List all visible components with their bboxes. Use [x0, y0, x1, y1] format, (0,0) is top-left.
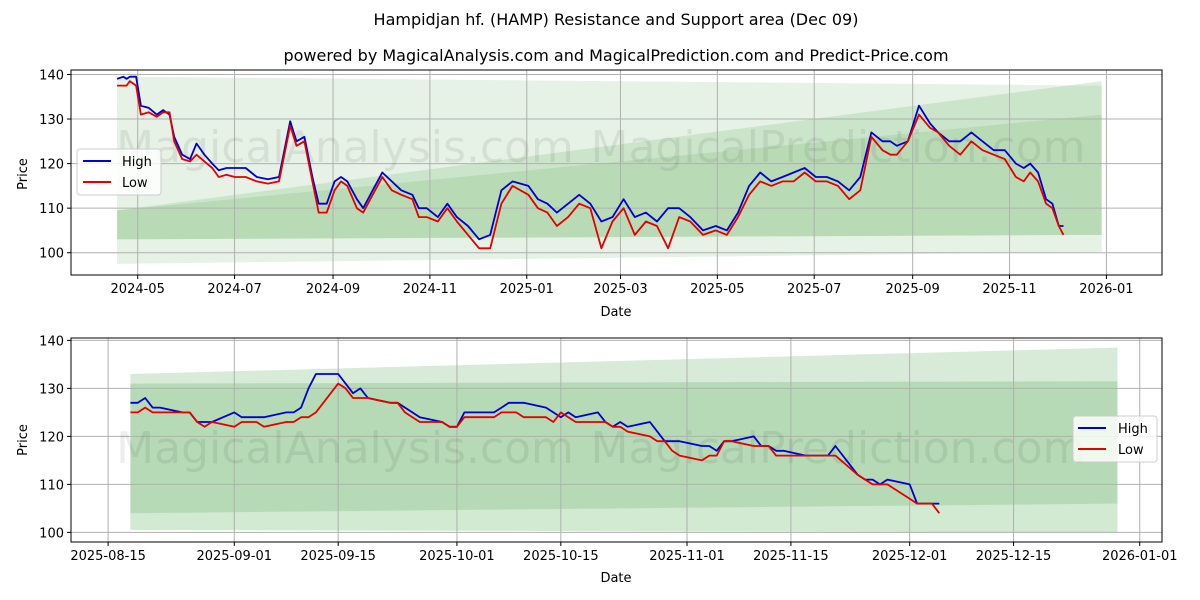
- top-legend: High Low: [76, 148, 162, 196]
- series-low-line: [130, 382, 941, 514]
- x-tick-label: 2024-07: [207, 282, 261, 297]
- top-grid: [71, 70, 1162, 275]
- x-tick-label: 2025-09-15: [300, 549, 376, 564]
- y-tick-label: 100: [39, 247, 64, 262]
- band-area: [117, 81, 1102, 240]
- watermark-analysis: MagicalAnalysis.com: [116, 122, 574, 173]
- x-tick-label: 2025-11-01: [649, 549, 725, 564]
- x-tick-label: 2025-11: [982, 282, 1036, 297]
- bottom-ylabel: Price: [16, 424, 31, 456]
- band-area: [130, 503, 1118, 533]
- top-xlabel: Date: [600, 305, 631, 320]
- y-tick-label: 140: [39, 334, 64, 349]
- bottom-legend: High Low: [1072, 415, 1158, 463]
- y-tick-label: 130: [39, 113, 64, 128]
- x-tick-label: 2025-10-15: [523, 549, 599, 564]
- top-axes-frame: [70, 69, 1163, 276]
- top-ylabel: Price: [16, 158, 31, 190]
- x-tick-label: 2025-08-15: [70, 549, 146, 564]
- bottom-axes-frame: [70, 337, 1163, 543]
- series-low-line: [117, 80, 1065, 250]
- top-lines: [116, 75, 1065, 250]
- band-area: [130, 347, 1118, 384]
- chart-title: Hampidjan hf. (HAMP) Resistance and Supp…: [373, 10, 859, 29]
- bottom-chart: MagicalAnalysis.com MagicalPrediction.co…: [16, 334, 1178, 586]
- x-tick-label: 2026-01: [1079, 282, 1133, 297]
- x-tick-label: 2025-03: [593, 282, 647, 297]
- watermark-prediction: MagicalPrediction.com: [591, 122, 1086, 173]
- bottom-lines: [130, 373, 941, 514]
- top-bands: [117, 76, 1102, 264]
- bottom-grid: [71, 338, 1162, 542]
- legend-low-label-2: Low: [1118, 443, 1144, 458]
- x-tick-label: 2025-12-01: [872, 549, 948, 564]
- legend-low-label: Low: [122, 176, 148, 191]
- watermark-analysis-2: MagicalAnalysis.com: [116, 423, 574, 474]
- x-tick-label: 2025-12-15: [976, 549, 1052, 564]
- x-tick-label: 2024-11: [403, 282, 457, 297]
- top-chart: MagicalAnalysis.com MagicalPrediction.co…: [16, 68, 1163, 320]
- y-tick-label: 140: [39, 68, 64, 83]
- bottom-xlabel: Date: [600, 571, 631, 586]
- y-tick-label: 110: [39, 478, 64, 493]
- x-tick-label: 2025-09: [886, 282, 940, 297]
- x-tick-label: 2025-01: [500, 282, 554, 297]
- bottom-ticks: 2025-08-15 2025-09-01 2025-09-15 2025-10-01…: [39, 334, 1177, 564]
- band-area-outer: [130, 347, 1118, 533]
- band-area: [117, 76, 1102, 264]
- x-tick-label: 2025-05: [690, 282, 744, 297]
- y-tick-label: 120: [39, 158, 64, 173]
- top-ticks: 2024-05 2024-07 2024-09 2024-11 2025-01 2025-…: [39, 68, 1133, 297]
- y-tick-label: 120: [39, 430, 64, 445]
- x-tick-label: 2024-05: [111, 282, 165, 297]
- y-tick-label: 100: [39, 526, 64, 541]
- x-tick-label: 2024-09: [306, 282, 360, 297]
- x-tick-label: 2026-01-01: [1102, 549, 1178, 564]
- legend-high-label-2: High: [1118, 422, 1148, 437]
- chart-subtitle: powered by MagicalAnalysis.com and Magic…: [283, 46, 949, 65]
- y-tick-label: 110: [39, 202, 64, 217]
- legend-high-label: High: [122, 155, 152, 170]
- x-tick-label: 2025-10-01: [419, 549, 495, 564]
- x-tick-label: 2025-07: [787, 282, 841, 297]
- y-tick-label: 130: [39, 382, 64, 397]
- x-tick-label: 2025-11-15: [753, 549, 829, 564]
- x-tick-label: 2025-09-01: [196, 549, 272, 564]
